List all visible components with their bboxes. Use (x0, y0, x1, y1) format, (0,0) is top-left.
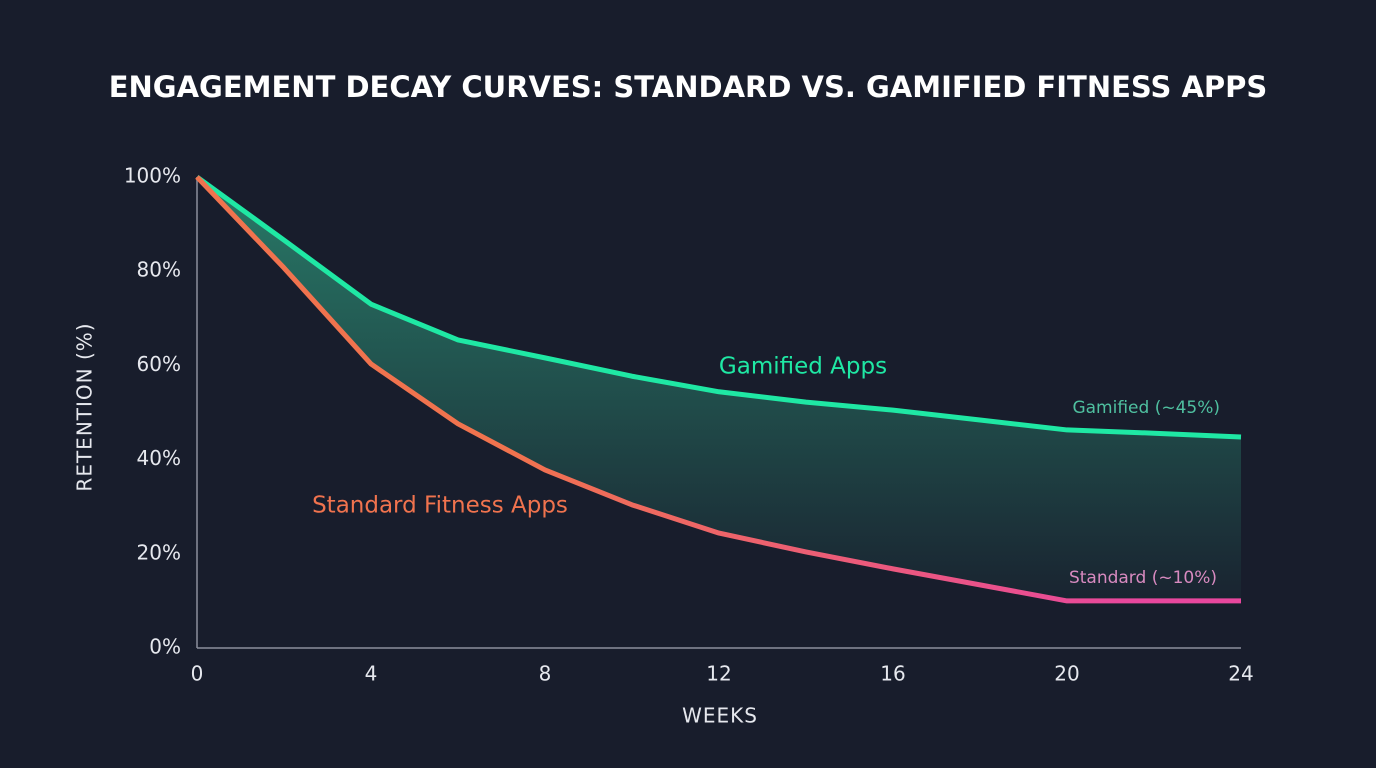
x-axis-title: WEEKS (682, 704, 758, 728)
fill-between (197, 177, 1241, 601)
series-label: Gamified Apps (719, 354, 887, 380)
x-tick-label: 16 (880, 662, 905, 686)
series-label: Standard Fitness Apps (312, 493, 568, 519)
line (195, 174, 1242, 440)
x-tick-label: 4 (365, 662, 378, 686)
x-tick-label: 8 (539, 662, 552, 686)
y-tick-label: 40% (137, 446, 181, 470)
x-tick-label: 12 (706, 662, 731, 686)
end-label: Gamified (~45%) (1072, 398, 1220, 418)
y-tick-label: 0% (149, 635, 181, 659)
y-tick-label: 20% (137, 540, 181, 564)
end-label: Standard (~10%) (1069, 568, 1217, 588)
y-tick-label: 80% (137, 258, 181, 282)
y-tick-label: 100% (124, 164, 181, 188)
x-tick-label: 20 (1054, 662, 1079, 686)
chart-title: ENGAGEMENT DECAY CURVES: STANDARD VS. GA… (109, 70, 1268, 104)
x-tick-label: 0 (191, 662, 204, 686)
y-axis-title: RETENTION (%) (73, 322, 97, 491)
line (195, 175, 1241, 604)
x-tick-label: 24 (1228, 662, 1253, 686)
y-tick-label: 60% (137, 352, 181, 376)
